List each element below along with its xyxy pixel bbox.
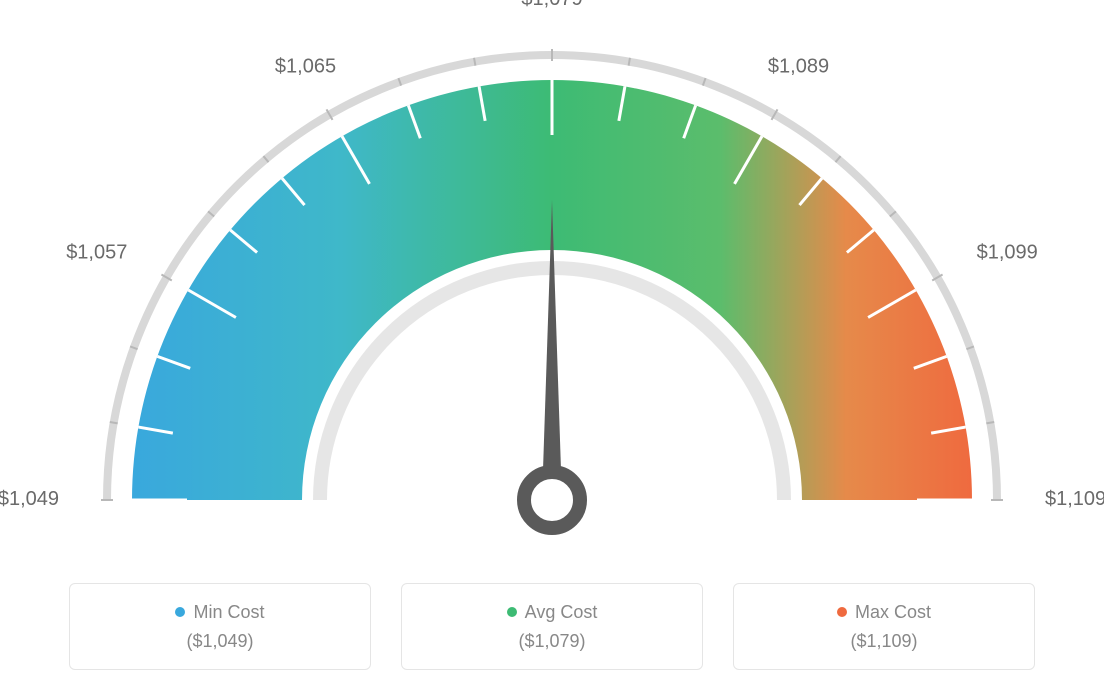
svg-text:$1,089: $1,089 (768, 55, 829, 77)
legend-value-avg: ($1,079) (518, 631, 585, 652)
legend-card-min: Min Cost ($1,049) (69, 583, 371, 670)
legend-dot-max (837, 607, 847, 617)
legend-card-max: Max Cost ($1,109) (733, 583, 1035, 670)
legend-value-max: ($1,109) (850, 631, 917, 652)
svg-text:$1,065: $1,065 (275, 55, 336, 77)
legend-value-min: ($1,049) (186, 631, 253, 652)
legend-dot-avg (507, 607, 517, 617)
svg-text:$1,057: $1,057 (66, 242, 127, 264)
gauge-area: $1,049 $1,057 $1,065 $1,079 $1,089 $1,099 $1,1… (0, 0, 1104, 560)
svg-text:$1,099: $1,099 (977, 242, 1038, 264)
svg-text:$1,049: $1,049 (0, 488, 59, 510)
cost-gauge-container: $1,049 $1,057 $1,065 $1,079 $1,089 $1,099 $1,1… (0, 0, 1104, 690)
legend-card-avg: Avg Cost ($1,079) (401, 583, 703, 670)
legend-dot-min (175, 607, 185, 617)
svg-text:$1,079: $1,079 (521, 0, 582, 10)
svg-text:$1,109: $1,109 (1045, 488, 1104, 510)
gauge-chart: $1,049 $1,057 $1,065 $1,079 $1,089 $1,099 $1,1… (0, 0, 1104, 560)
legend-row: Min Cost ($1,049) Avg Cost ($1,079) Max … (0, 583, 1104, 670)
legend-label-min: Min Cost (193, 602, 264, 623)
legend-label-avg: Avg Cost (525, 602, 598, 623)
legend-label-max: Max Cost (855, 602, 931, 623)
